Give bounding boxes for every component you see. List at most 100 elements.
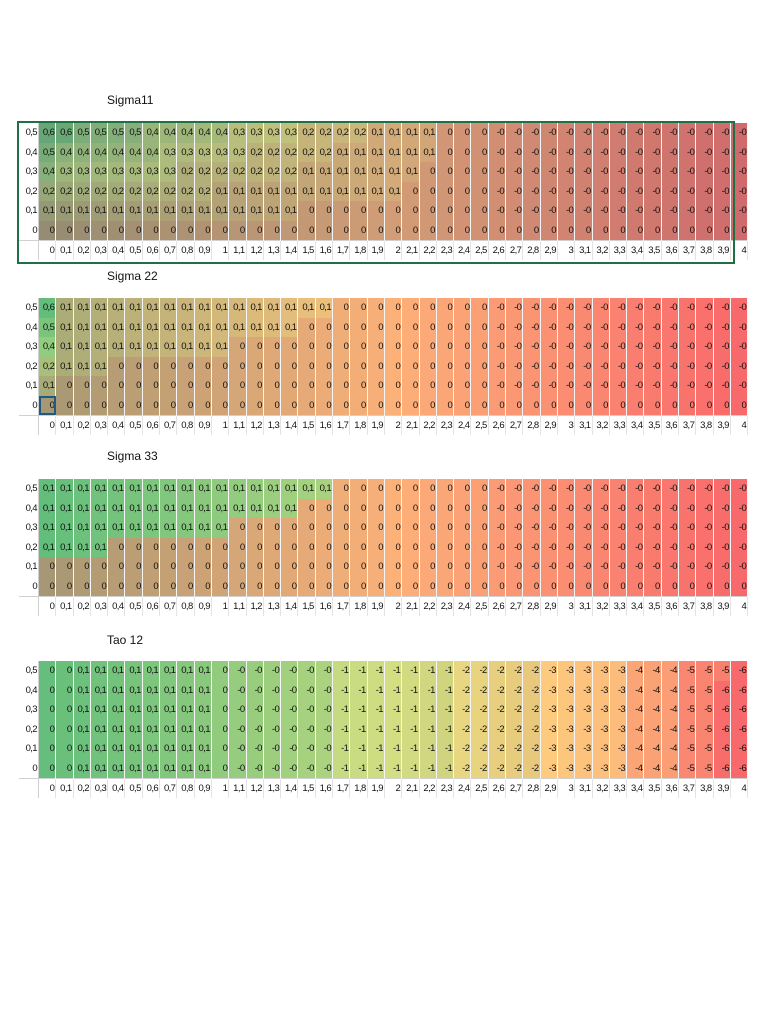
heatmap-cell[interactable]: -5 — [695, 661, 714, 681]
heatmap-cell[interactable]: 0 — [643, 220, 662, 240]
heatmap-cell[interactable]: -3 — [557, 680, 576, 700]
heatmap-cell[interactable]: -0 — [592, 162, 610, 182]
heatmap-cell[interactable]: 0 — [349, 557, 368, 577]
heatmap-cell[interactable]: 0 — [419, 201, 437, 221]
heatmap-cell[interactable]: 0 — [436, 576, 455, 596]
x-tick-label[interactable]: 2,3 — [436, 239, 455, 260]
x-tick-label[interactable]: 3,7 — [678, 777, 697, 798]
heatmap-cell[interactable]: -0 — [488, 201, 507, 221]
heatmap-cell[interactable]: 0,1 — [315, 181, 334, 201]
heatmap-cell[interactable]: 0 — [470, 537, 489, 557]
heatmap-cell[interactable]: 0,1 — [90, 201, 109, 221]
x-tick-label[interactable]: 1,4 — [280, 777, 299, 798]
heatmap-cell[interactable]: 0,3 — [176, 142, 195, 162]
heatmap-cell[interactable]: -0 — [661, 201, 679, 221]
heatmap-cell[interactable]: -2 — [453, 739, 472, 759]
heatmap-cell[interactable]: -0 — [643, 356, 662, 376]
heatmap-cell[interactable]: -0 — [713, 356, 731, 376]
heatmap-cell[interactable]: 0 — [55, 557, 74, 577]
heatmap-cell[interactable]: 0,1 — [228, 298, 247, 318]
heatmap-cell[interactable]: -5 — [678, 680, 697, 700]
heatmap-cell[interactable]: -1 — [349, 680, 368, 700]
x-tick-label[interactable]: 2 — [384, 239, 403, 260]
heatmap-cell[interactable]: 0,1 — [38, 201, 57, 221]
heatmap-cell[interactable]: 0,1 — [419, 142, 437, 162]
heatmap-cell[interactable]: 0 — [107, 537, 126, 557]
heatmap-cell[interactable]: -5 — [678, 661, 697, 681]
heatmap-cell[interactable]: -0 — [713, 479, 731, 499]
heatmap-cell[interactable]: 0,1 — [142, 479, 161, 499]
heatmap-cell[interactable]: -0 — [540, 181, 558, 201]
heatmap-cell[interactable]: 0 — [90, 376, 109, 396]
x-tick-label[interactable]: 1,8 — [349, 777, 368, 798]
heatmap-cell[interactable]: -1 — [401, 719, 420, 739]
heatmap-cell[interactable]: 0,3 — [228, 123, 247, 143]
x-tick-label[interactable]: 3,1 — [574, 595, 593, 616]
heatmap-cell[interactable]: 0 — [401, 337, 420, 357]
heatmap-cell[interactable]: 0 — [470, 576, 489, 596]
heatmap-cell[interactable]: -4 — [643, 739, 662, 759]
heatmap-cell[interactable]: -1 — [367, 758, 385, 778]
heatmap-cell[interactable]: -1 — [384, 661, 403, 681]
heatmap-cell[interactable]: 0 — [367, 395, 385, 415]
x-tick-label[interactable]: 1,7 — [332, 777, 351, 798]
heatmap-cell[interactable]: 0 — [142, 220, 161, 240]
heatmap-cell[interactable]: -0 — [592, 142, 610, 162]
heatmap-cell[interactable]: -5 — [713, 661, 731, 681]
heatmap-cell[interactable]: -0 — [574, 201, 593, 221]
heatmap-cell[interactable]: -0 — [695, 298, 714, 318]
heatmap-cell[interactable]: 0 — [367, 337, 385, 357]
heatmap-cell[interactable]: 0 — [107, 557, 126, 577]
heatmap-cell[interactable]: 0 — [367, 356, 385, 376]
heatmap-cell[interactable]: 0,2 — [349, 123, 368, 143]
heatmap-cell[interactable]: 0 — [470, 479, 489, 499]
heatmap-cell[interactable]: 0 — [419, 557, 437, 577]
heatmap-cell[interactable]: -0 — [695, 337, 714, 357]
heatmap-cell[interactable]: 0 — [436, 537, 455, 557]
heatmap-cell[interactable]: -0 — [540, 317, 558, 337]
heatmap-cell[interactable]: 0 — [159, 395, 178, 415]
heatmap-cell[interactable]: 0,6 — [38, 123, 57, 143]
heatmap-cell[interactable]: 0 — [384, 298, 403, 318]
heatmap-cell[interactable]: 0 — [453, 142, 472, 162]
heatmap-cell[interactable]: 0,1 — [38, 537, 57, 557]
heatmap-cell[interactable]: 0 — [280, 518, 299, 538]
heatmap-cell[interactable]: -1 — [367, 700, 385, 720]
heatmap-cell[interactable]: 0 — [436, 201, 455, 221]
heatmap-cell[interactable]: 0,2 — [228, 162, 247, 182]
x-tick-label[interactable]: 2,6 — [488, 239, 507, 260]
heatmap-cell[interactable]: -0 — [557, 162, 576, 182]
row-label[interactable]: 0 — [19, 758, 39, 778]
x-tick-label[interactable]: 2,4 — [453, 777, 472, 798]
heatmap-cell[interactable]: 0 — [436, 518, 455, 538]
heatmap-cell[interactable]: 0,1 — [55, 356, 74, 376]
heatmap-cell[interactable]: 0,1 — [90, 719, 109, 739]
heatmap-cell[interactable]: -0 — [315, 758, 334, 778]
x-tick-label[interactable]: 0,8 — [176, 239, 195, 260]
heatmap-cell[interactable]: 0,5 — [38, 142, 57, 162]
row-label[interactable]: 0,1 — [19, 201, 39, 221]
heatmap-cell[interactable]: 0 — [695, 395, 714, 415]
heatmap-cell[interactable]: -3 — [540, 680, 558, 700]
heatmap-cell[interactable]: 0 — [470, 317, 489, 337]
heatmap-cell[interactable]: -0 — [540, 298, 558, 318]
heatmap-cell[interactable]: 0,1 — [142, 518, 161, 538]
heatmap-cell[interactable]: 0 — [124, 376, 143, 396]
heatmap-cell[interactable]: 0 — [315, 518, 334, 538]
heatmap-cell[interactable]: -3 — [592, 739, 610, 759]
heatmap-cell[interactable]: -2 — [470, 739, 489, 759]
heatmap-cell[interactable]: -0 — [246, 739, 264, 759]
heatmap-cell[interactable]: 0 — [315, 557, 334, 577]
heatmap-cell[interactable]: -0 — [540, 537, 558, 557]
heatmap-cell[interactable]: -0 — [678, 518, 697, 538]
heatmap-cell[interactable]: -0 — [505, 123, 524, 143]
heatmap-cell[interactable]: -0 — [626, 498, 645, 518]
heatmap-cell[interactable]: -0 — [557, 181, 576, 201]
heatmap-cell[interactable]: 0 — [38, 395, 57, 415]
heatmap-cell[interactable]: 0,4 — [124, 142, 143, 162]
heatmap-cell[interactable]: 0 — [142, 537, 161, 557]
heatmap-cell[interactable]: -0 — [609, 537, 628, 557]
heatmap-cell[interactable]: 0 — [228, 220, 247, 240]
heatmap-cell[interactable]: 0,1 — [55, 337, 74, 357]
x-tick-label[interactable]: 2,2 — [419, 414, 437, 435]
